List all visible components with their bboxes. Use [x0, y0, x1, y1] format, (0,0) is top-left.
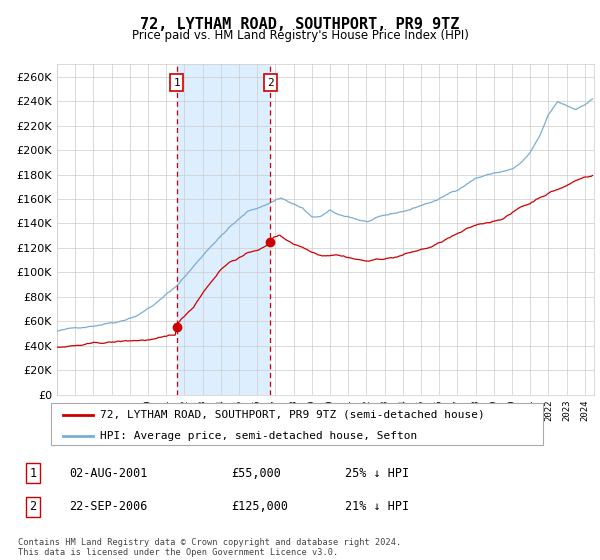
Text: 25% ↓ HPI: 25% ↓ HPI: [345, 466, 409, 480]
Text: Price paid vs. HM Land Registry's House Price Index (HPI): Price paid vs. HM Land Registry's House …: [131, 29, 469, 42]
Text: 1: 1: [29, 466, 37, 480]
FancyBboxPatch shape: [51, 403, 543, 445]
Text: 22-SEP-2006: 22-SEP-2006: [69, 500, 148, 514]
Text: £125,000: £125,000: [231, 500, 288, 514]
Text: 72, LYTHAM ROAD, SOUTHPORT, PR9 9TZ (semi-detached house): 72, LYTHAM ROAD, SOUTHPORT, PR9 9TZ (sem…: [100, 410, 485, 420]
Text: £55,000: £55,000: [231, 466, 281, 480]
Text: 21% ↓ HPI: 21% ↓ HPI: [345, 500, 409, 514]
Text: 2: 2: [29, 500, 37, 514]
Text: 02-AUG-2001: 02-AUG-2001: [69, 466, 148, 480]
Bar: [177, 64, 271, 395]
Text: Contains HM Land Registry data © Crown copyright and database right 2024.
This d: Contains HM Land Registry data © Crown c…: [18, 538, 401, 557]
Text: 1: 1: [173, 78, 180, 88]
Text: 72, LYTHAM ROAD, SOUTHPORT, PR9 9TZ: 72, LYTHAM ROAD, SOUTHPORT, PR9 9TZ: [140, 17, 460, 32]
Text: HPI: Average price, semi-detached house, Sefton: HPI: Average price, semi-detached house,…: [100, 431, 418, 441]
Text: 2: 2: [267, 78, 274, 88]
